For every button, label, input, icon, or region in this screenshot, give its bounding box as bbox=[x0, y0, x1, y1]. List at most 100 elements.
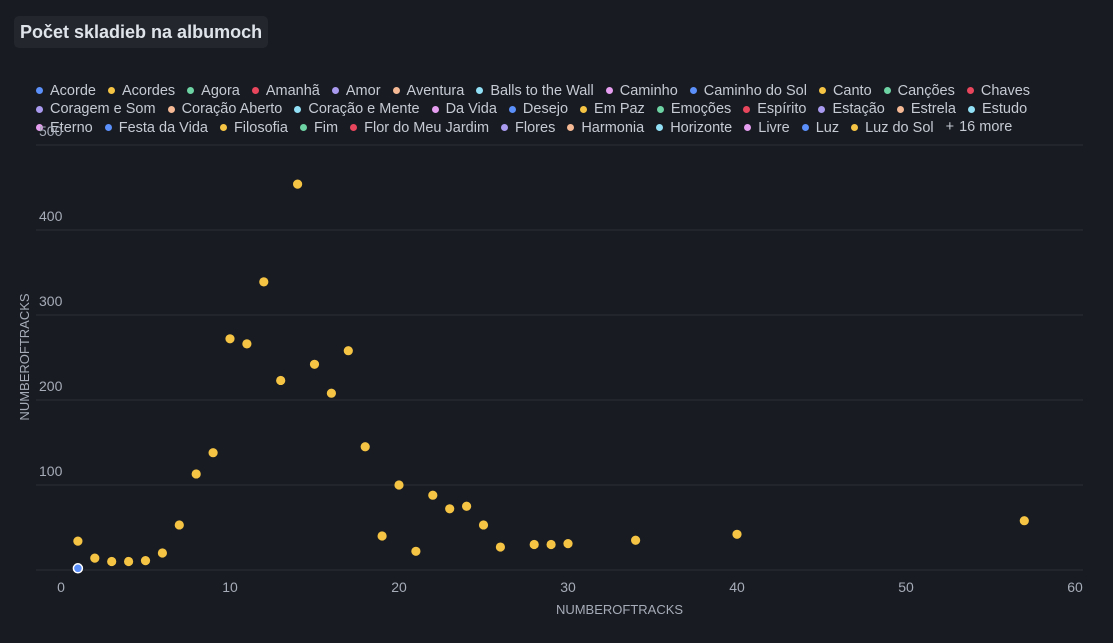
data-point[interactable] bbox=[563, 539, 573, 549]
legend-item[interactable]: Coração e Mente bbox=[294, 100, 420, 118]
legend-dot-icon bbox=[801, 124, 809, 131]
x-tick-label: 0 bbox=[57, 579, 65, 595]
data-point[interactable] bbox=[546, 539, 556, 550]
data-point[interactable] bbox=[343, 346, 353, 356]
data-point[interactable] bbox=[208, 448, 218, 458]
data-point[interactable] bbox=[445, 504, 455, 514]
data-point[interactable] bbox=[495, 542, 505, 552]
legend-item[interactable]: Canções bbox=[883, 82, 955, 100]
legend-item[interactable]: Em Paz bbox=[580, 100, 645, 118]
legend-dot-icon bbox=[36, 124, 43, 131]
data-point[interactable] bbox=[293, 179, 303, 189]
legend-dot-icon bbox=[501, 124, 509, 131]
legend-item[interactable]: Flores bbox=[501, 119, 555, 137]
legend-item[interactable]: Agora bbox=[187, 82, 240, 100]
legend-item-label: Livre bbox=[758, 119, 790, 136]
legend-item[interactable]: Amor bbox=[331, 82, 381, 100]
data-point[interactable] bbox=[631, 535, 641, 545]
data-point[interactable] bbox=[529, 539, 539, 550]
legend-item[interactable]: Desejo bbox=[508, 100, 569, 118]
legend-item-label: Amor bbox=[345, 82, 381, 99]
legend-item[interactable]: Flor do Meu Jardim bbox=[350, 119, 489, 137]
legend-dot-icon bbox=[883, 87, 891, 94]
legend-item[interactable]: Estação bbox=[818, 100, 885, 118]
data-point[interactable] bbox=[73, 536, 83, 546]
data-point[interactable] bbox=[174, 520, 184, 530]
legend-item[interactable]: Acordes bbox=[107, 82, 175, 100]
data-point[interactable] bbox=[377, 531, 387, 541]
data-point[interactable] bbox=[309, 359, 320, 369]
legend-item[interactable]: Balls to the Wall bbox=[476, 82, 594, 100]
legend-item[interactable]: Luz bbox=[801, 119, 840, 137]
y-tick-label: 400 bbox=[39, 208, 63, 224]
data-point[interactable] bbox=[428, 490, 438, 500]
x-axis-title: NUMBEROFTRACKS bbox=[556, 602, 683, 617]
data-point[interactable] bbox=[90, 553, 100, 563]
chart-title: Počet skladieb na albumoch bbox=[14, 16, 269, 48]
data-point[interactable] bbox=[225, 334, 235, 344]
legend-item[interactable]: Caminho bbox=[605, 82, 678, 100]
legend-item[interactable]: Filosofia bbox=[219, 119, 288, 137]
legend-item[interactable]: Festa da Vida bbox=[104, 119, 208, 137]
legend-dot-icon bbox=[605, 87, 613, 94]
legend-item[interactable]: Acorde bbox=[36, 82, 96, 100]
data-point[interactable] bbox=[259, 277, 269, 287]
legend-item-label: Estudo bbox=[981, 101, 1028, 117]
x-tick-label: 30 bbox=[560, 579, 576, 595]
data-point[interactable] bbox=[360, 442, 370, 452]
legend-item-label: Luz bbox=[815, 119, 840, 136]
data-point[interactable] bbox=[478, 520, 489, 530]
data-point[interactable] bbox=[124, 556, 134, 567]
data-point[interactable] bbox=[1019, 516, 1029, 526]
legend-item[interactable]: Luz do Sol bbox=[851, 119, 934, 137]
data-point[interactable] bbox=[326, 388, 336, 398]
legend-dot-icon bbox=[851, 124, 859, 131]
legend-dot-icon bbox=[294, 105, 302, 113]
legend-dot-icon bbox=[744, 124, 752, 131]
data-point[interactable] bbox=[462, 501, 472, 511]
data-point[interactable] bbox=[394, 480, 404, 490]
legend-item-label: Aventura bbox=[406, 82, 465, 99]
legend-more-button[interactable]: +16 more bbox=[946, 118, 1013, 136]
x-tick-label: 10 bbox=[222, 579, 238, 595]
data-point[interactable] bbox=[107, 556, 117, 567]
legend-item-label: Festa da Vida bbox=[118, 119, 208, 136]
legend-dot-icon bbox=[107, 87, 115, 94]
legend-item[interactable]: Caminho do Sol bbox=[689, 82, 807, 100]
legend-item[interactable]: Aventura bbox=[392, 82, 465, 100]
legend-item[interactable]: Livre bbox=[744, 119, 790, 137]
legend-item-label: Coração e Mente bbox=[308, 101, 420, 117]
legend-item[interactable]: Estudo bbox=[967, 100, 1028, 118]
legend-dot-icon bbox=[392, 87, 400, 94]
legend-item[interactable]: Estrela bbox=[896, 100, 956, 118]
legend-item[interactable]: Emoções bbox=[656, 100, 731, 118]
legend-item[interactable]: Chaves bbox=[966, 82, 1030, 100]
data-point[interactable] bbox=[242, 339, 252, 349]
legend-item-label: Canções bbox=[897, 82, 955, 99]
legend-item[interactable]: Espírito bbox=[743, 100, 806, 118]
legend-item[interactable]: Coragem e Som bbox=[36, 100, 156, 118]
legend-item[interactable]: Harmonia bbox=[567, 119, 644, 137]
data-point[interactable] bbox=[157, 548, 167, 558]
data-point[interactable] bbox=[191, 469, 201, 479]
chart-legend: Acorde Acordes Agora Amanhã Amor Aventura Ball… bbox=[36, 81, 1076, 137]
data-point[interactable] bbox=[72, 563, 84, 574]
data-point[interactable] bbox=[140, 556, 151, 566]
data-point[interactable] bbox=[276, 375, 286, 386]
legend-item[interactable]: Horizonte bbox=[656, 119, 732, 137]
y-tick-label: 300 bbox=[39, 293, 63, 309]
data-point[interactable] bbox=[732, 529, 742, 539]
legend-item-label: Caminho do Sol bbox=[703, 82, 807, 99]
data-point[interactable] bbox=[411, 546, 421, 556]
legend-item-label: Desejo bbox=[522, 101, 569, 117]
legend-item[interactable]: Eterno bbox=[36, 119, 93, 137]
legend-item-label: Caminho bbox=[619, 82, 678, 99]
legend-item-label: Agora bbox=[201, 82, 240, 99]
legend-item[interactable]: Amanhã bbox=[251, 82, 320, 100]
legend-item[interactable]: Canto bbox=[818, 82, 872, 100]
legend-item[interactable]: Fim bbox=[299, 119, 338, 137]
legend-dot-icon bbox=[476, 87, 484, 94]
legend-item[interactable]: Da Vida bbox=[431, 100, 497, 118]
legend-item[interactable]: Coração Aberto bbox=[167, 100, 282, 118]
